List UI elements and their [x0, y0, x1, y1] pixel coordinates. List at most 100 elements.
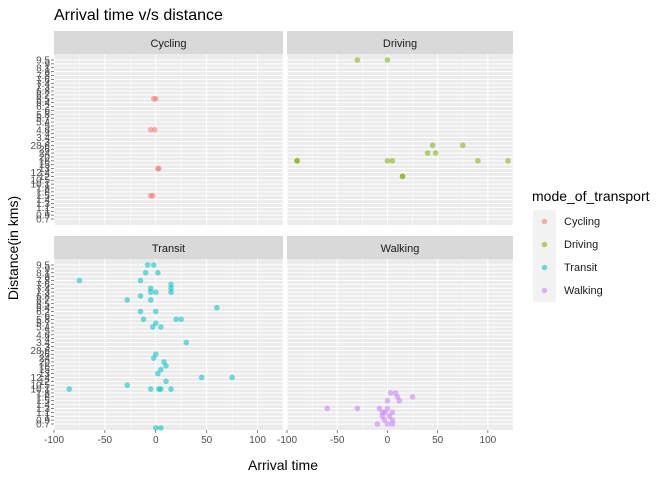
y-tick-label: 6.5 — [36, 94, 50, 105]
legend-item-cycling: Cycling — [533, 210, 600, 233]
data-point — [429, 142, 436, 149]
y-tick-label: 6.2 — [36, 307, 50, 318]
data-point — [147, 127, 154, 133]
facet-panels: Cycling0.70.911.11.31.41.51.61.810.110.5… — [31, 31, 514, 446]
data-point — [142, 269, 149, 276]
y-tick-label: 5.8 — [36, 110, 50, 121]
data-point — [155, 269, 161, 276]
y-tick-label: 10.5 — [31, 381, 51, 392]
facet-strip — [54, 236, 283, 259]
y-tick-label: 9 — [44, 59, 50, 70]
panel-background — [54, 54, 283, 225]
data-point — [294, 158, 300, 164]
legend: mode_of_transport Cycling Driving Transit W… — [532, 188, 650, 302]
data-point — [158, 324, 164, 330]
y-tick-label: 12 — [39, 377, 51, 388]
data-point — [149, 324, 156, 330]
legend-title: mode_of_transport — [532, 188, 650, 204]
legend-label: Transit — [564, 262, 597, 274]
y-tick-label: 3.4 — [36, 338, 50, 349]
x-tick-label: 50 — [432, 435, 444, 446]
x-tick-label: 100 — [249, 435, 266, 446]
data-point — [424, 150, 431, 156]
y-axis-title: Distance(in kms) — [5, 196, 21, 300]
y-tick-label: 3 — [44, 342, 50, 353]
data-point — [156, 165, 162, 172]
data-point — [168, 386, 174, 392]
data-point — [384, 421, 391, 427]
data-point — [124, 297, 131, 303]
x-tick-label: 0 — [385, 435, 391, 446]
data-point — [389, 417, 396, 423]
panel-background — [287, 54, 513, 225]
data-point — [354, 57, 361, 63]
y-tick-label: 4.6 — [36, 125, 50, 136]
data-point — [76, 277, 83, 284]
data-point — [147, 386, 154, 392]
data-point — [214, 304, 220, 311]
data-point — [384, 397, 391, 404]
legend-label: Cycling — [564, 216, 600, 228]
y-tick-label: 8.1 — [36, 268, 50, 279]
y-tick-label: 9.5 — [36, 261, 50, 272]
y-tick-label: 4 — [44, 129, 50, 140]
data-point — [155, 370, 161, 377]
x-axis-title: Arrival time — [248, 457, 318, 473]
y-tick-label: 8.1 — [36, 63, 50, 74]
y-tick-label: 6.8 — [36, 87, 50, 98]
data-point — [137, 293, 144, 299]
data-point — [381, 417, 388, 423]
y-tick-label: 6 — [44, 106, 50, 117]
y-tick-label: 1.6 — [36, 392, 50, 403]
y-tick-label: 15 — [39, 160, 51, 171]
x-tick-label: -100 — [44, 435, 64, 446]
y-tick-label: 1.5 — [36, 396, 50, 407]
x-tick-label: 100 — [480, 435, 497, 446]
y-tick-label: 5.7 — [36, 319, 50, 330]
y-tick-label: 0.7 — [36, 420, 50, 431]
data-point — [150, 262, 157, 268]
y-tick-label: 7.4 — [36, 79, 50, 90]
y-tick-label: 8 — [44, 272, 50, 283]
data-point — [386, 413, 393, 420]
y-tick-label: 10.5 — [31, 176, 51, 187]
data-point — [376, 405, 383, 412]
y-tick-label: 10.1 — [31, 385, 51, 396]
data-point — [66, 386, 73, 392]
data-point — [198, 374, 205, 381]
data-point — [168, 285, 174, 292]
y-tick-label: 1.1 — [36, 408, 50, 419]
y-tick-label: 7.6 — [36, 75, 50, 86]
y-tick-label: 1.8 — [36, 183, 50, 194]
y-tick-label: 7.4 — [36, 284, 50, 295]
y-tick-label: 1 — [44, 207, 50, 218]
data-point — [396, 397, 403, 404]
data-point — [374, 421, 381, 427]
facet-panel-cycling: Cycling 0.70.911.11.31.41.51.61.810.110.5… — [31, 31, 284, 226]
y-tick-label: 26 — [39, 145, 51, 156]
y-tick-label: 7.8 — [36, 276, 50, 287]
y-tick-label: 3.4 — [36, 133, 50, 144]
legend-label: Driving — [564, 239, 598, 251]
data-point — [152, 308, 159, 315]
y-tick-label: 6.2 — [36, 102, 50, 113]
legend-swatch — [541, 264, 548, 271]
y-tick-label: 13 — [39, 369, 51, 380]
legend-item-walking: Walking — [533, 279, 603, 302]
facet-strip-label: Driving — [383, 38, 417, 50]
y-tick-label: 3 — [44, 137, 50, 148]
data-point — [152, 425, 159, 431]
y-tick-label: 1.6 — [36, 187, 50, 198]
x-tick-label: 50 — [201, 435, 213, 446]
chart-title: Arrival time v/s distance — [54, 7, 223, 24]
y-tick-label: 6.8 — [36, 292, 50, 303]
y-tick-label: 6 — [44, 311, 50, 322]
data-point — [389, 421, 396, 427]
data-point — [178, 316, 185, 323]
data-point — [156, 386, 162, 392]
y-tick-label: 6.7 — [36, 295, 50, 306]
data-point — [150, 355, 157, 361]
data-point — [140, 316, 147, 323]
y-tick-label: 20 — [39, 357, 51, 368]
